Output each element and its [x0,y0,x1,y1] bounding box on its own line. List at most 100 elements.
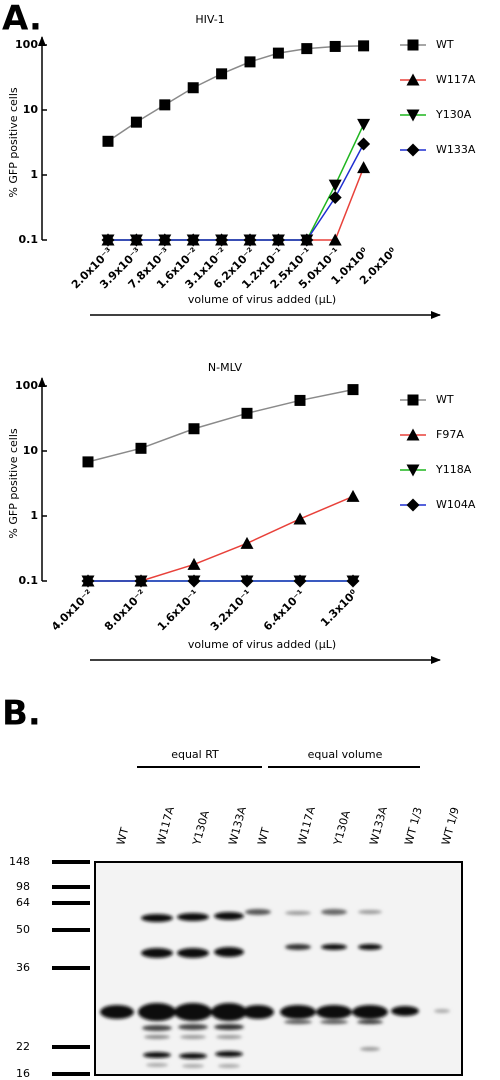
marker [243,233,257,247]
lane-label: WT 1/9 [439,806,462,847]
marker [241,407,253,419]
lane-label: W117A [295,805,318,847]
legend-label: W117A [436,73,476,86]
marker [159,99,171,111]
lane-label: WT [255,826,272,847]
marker [186,233,200,247]
marker [158,233,172,247]
marker [346,574,360,588]
marker [188,423,200,435]
marker [357,118,371,131]
legend-label: W133A [436,143,476,156]
y-tick-label: 1 [30,168,38,181]
y-tick-label: 0.1 [19,233,39,246]
legend-label: F97A [436,428,464,441]
legend-label: Y130A [435,108,472,121]
marker [187,574,201,588]
marker [346,489,360,502]
legend-marker [406,73,420,86]
lane-label: Y130A [331,809,353,848]
legend-label: Y118A [435,463,472,476]
marker [328,191,342,205]
marker [102,135,114,147]
x-tick-label: 4.0x10⁻² [49,587,95,633]
group-label: equal RT [171,748,219,761]
marker [329,40,341,52]
marker [294,394,306,406]
lane-label: W117A [154,805,177,847]
lane-label: W133A [367,805,390,847]
marker [358,40,370,52]
marker [272,47,284,59]
legend-label: WT [436,393,454,406]
marker [101,233,115,247]
western-blot: equal RT equal volume WT W117A Y130A W133A W… [9,748,463,1080]
x-tick-label: 3.2x10⁻¹ [208,587,254,633]
marker [328,179,342,192]
panel-label: B. [2,694,41,734]
lane-label: WT [114,826,131,847]
marker [215,233,229,247]
panel-label: A. [2,0,42,39]
y-tick-label: 100 [15,379,38,392]
blot-membrane [94,861,463,1076]
marker [357,137,371,151]
size-marker-label: 98 [16,880,30,893]
series-line [87,388,354,463]
x-axis-label: volume of virus added (µL) [188,638,336,651]
group-label: equal volume [308,748,383,761]
y-tick-label: 1 [30,509,38,522]
x-tick-label: 1.6x10⁻¹ [155,587,201,633]
size-marker-label: 22 [16,1040,30,1053]
legend-marker [406,498,420,512]
marker [271,233,285,247]
marker [240,536,254,549]
marker [81,574,95,588]
size-marker-label: 148 [9,855,30,868]
marker [293,574,307,588]
marker [357,161,371,174]
size-marker-label: 64 [16,896,30,909]
legend-marker [406,428,420,441]
legend-marker [407,394,419,406]
marker [300,233,314,247]
size-marker-label: 50 [16,923,30,936]
chart: N-MLV % GFP positive cells 0.1 1 10 100 4.0x10… [7,361,476,664]
y-tick-label: 0.1 [19,574,39,587]
marker [187,557,201,570]
marker [82,456,94,468]
legend-marker [406,464,420,477]
lane-label: W133A [226,805,249,847]
x-tick-label: 1.3x10⁰ [318,587,360,629]
y-tick-label: 10 [23,444,39,457]
chart: HIV-1% GFP positive cells0.11101002.0x10… [7,13,476,319]
marker [244,56,256,68]
x-tick-label: 8.0x10⁻² [102,587,148,633]
legend-label: W104A [436,498,476,511]
chart-title: N-MLV [208,361,243,374]
x-axis-label: volume of virus added (µL) [188,293,336,306]
marker [130,116,142,128]
marker [129,233,143,247]
marker [347,384,359,396]
y-tick-label: 10 [23,103,39,116]
lane-label: Y130A [190,809,212,848]
series-line [88,495,354,582]
size-marker-label: 36 [16,961,30,974]
legend-label: WT [436,38,454,51]
y-tick-label: 100 [15,38,38,51]
x-tick-label: 6.4x10⁻¹ [261,587,307,633]
size-marker-label: 16 [16,1067,30,1080]
series-line [108,143,365,241]
blot-bands [100,909,450,1068]
y-axis-label: % GFP positive cells [7,87,20,198]
marker [135,442,147,454]
y-axis-label: % GFP positive cells [7,428,20,539]
lane-label: WT 1/3 [402,806,425,847]
marker [240,574,254,588]
series-line [107,45,364,142]
marker [328,233,342,246]
series-line [108,124,365,241]
marker [134,574,148,588]
